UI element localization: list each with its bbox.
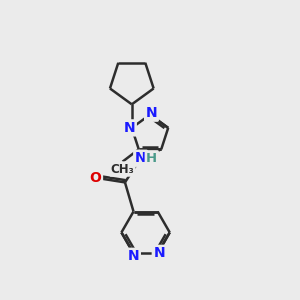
Text: H: H xyxy=(146,152,157,165)
Text: N: N xyxy=(153,246,165,260)
Text: N: N xyxy=(135,151,146,165)
Text: N: N xyxy=(124,121,135,135)
Text: N: N xyxy=(128,249,139,263)
Text: N: N xyxy=(146,106,157,120)
Text: O: O xyxy=(90,171,101,185)
Text: CH₃: CH₃ xyxy=(111,163,134,176)
